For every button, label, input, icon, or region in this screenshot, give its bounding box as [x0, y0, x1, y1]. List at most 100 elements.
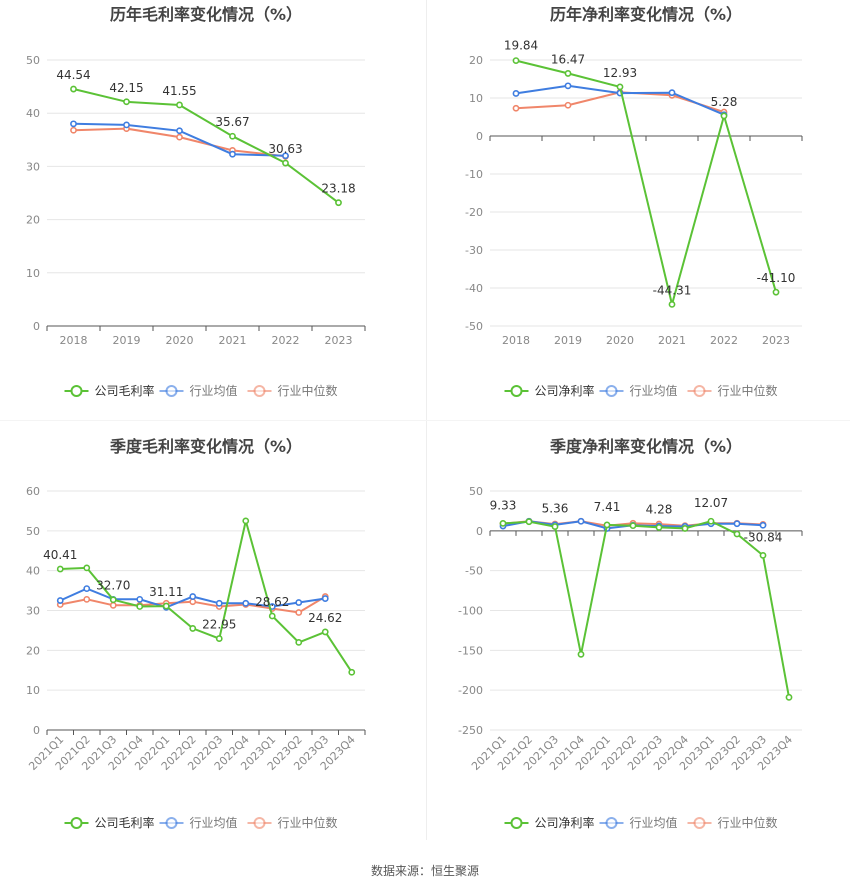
series-line-1	[502, 520, 790, 698]
legend-swatch-marker	[605, 817, 618, 829]
data-label: 5.36	[542, 502, 569, 516]
legend-label: 行业均值	[630, 383, 678, 398]
legend-label: 公司净利率	[535, 383, 595, 398]
data-label: 9.33	[490, 498, 517, 512]
data-label: 41.55	[162, 84, 196, 98]
legend-item-1: 公司毛利率	[64, 383, 155, 398]
legend-swatch-marker	[605, 385, 618, 397]
y-tick-label: 30	[26, 160, 40, 173]
data-point	[123, 121, 130, 129]
legend-label: 公司毛利率	[95, 383, 155, 398]
legend-swatch-marker	[165, 817, 178, 829]
data-label: 19.84	[504, 39, 538, 53]
legend-item-2: 行业均值	[159, 383, 238, 398]
y-tick-label: -200	[458, 684, 483, 697]
data-point	[295, 638, 303, 646]
y-tick-label: -40	[465, 282, 483, 295]
legend-label: 公司毛利率	[95, 815, 155, 830]
y-tick-label: 50	[469, 485, 483, 498]
y-tick-label: 0	[476, 130, 483, 143]
x-tick-label: 2018	[60, 334, 88, 347]
legend-label: 行业均值	[190, 383, 238, 398]
data-point	[551, 523, 559, 530]
data-point	[348, 668, 356, 676]
data-point	[681, 525, 689, 532]
data-label: 5.28	[711, 95, 738, 109]
legend-swatch-marker	[693, 385, 706, 397]
data-point	[162, 602, 170, 610]
data-point	[229, 132, 236, 140]
y-tick-label: 40	[26, 107, 40, 120]
chart-title: 历年毛利率变化情况（%）	[110, 5, 302, 24]
data-point	[136, 595, 144, 603]
legend-label: 行业均值	[630, 815, 678, 830]
data-point	[707, 517, 715, 525]
data-label: 7.41	[594, 500, 621, 514]
chart-panel-4: 季度净利率变化情况（%）-250-200-150-100-500502021Q1…	[458, 437, 803, 830]
legend-item-3: 行业中位数	[687, 815, 778, 830]
data-label: -30.84	[744, 530, 783, 544]
y-tick-label: 10	[26, 267, 40, 280]
x-tick-label: 2023	[762, 334, 790, 347]
data-label: 12.93	[603, 66, 637, 80]
data-label: 44.54	[56, 68, 90, 82]
legend-item-2: 行业均值	[599, 383, 678, 398]
data-point	[577, 650, 585, 658]
y-tick-label: -50	[465, 320, 483, 333]
data-point	[785, 693, 793, 701]
data-source: 数据来源：恒生聚源	[370, 864, 479, 878]
series-line-1	[73, 88, 340, 204]
data-point	[282, 159, 289, 167]
y-tick-label: -100	[458, 605, 483, 618]
legend-swatch-marker	[165, 385, 178, 397]
horizontal-divider	[0, 420, 850, 421]
legend-label: 行业中位数	[718, 815, 778, 830]
y-tick-label: -50	[465, 565, 483, 578]
y-tick-label: 10	[469, 92, 483, 105]
data-point	[176, 133, 183, 141]
x-tick-label: 2021	[658, 334, 686, 347]
y-tick-label: 0	[33, 320, 40, 333]
legend-item-3: 行业中位数	[247, 815, 338, 830]
data-point	[295, 609, 303, 616]
legend-item-1: 公司毛利率	[64, 815, 155, 830]
data-label: 22.95	[202, 618, 236, 632]
data-label: 4.28	[646, 502, 673, 516]
legend-swatch-marker	[70, 817, 83, 829]
legend-label: 行业中位数	[278, 815, 338, 830]
data-point	[499, 520, 507, 527]
data-point	[123, 98, 130, 106]
data-point	[759, 521, 767, 529]
legend-label: 行业均值	[190, 815, 238, 830]
data-point	[83, 564, 91, 572]
y-tick-label: -150	[458, 644, 483, 657]
data-point	[215, 599, 223, 607]
legend-item-2: 行业均值	[159, 815, 238, 830]
data-point	[295, 599, 303, 606]
data-point	[512, 57, 520, 65]
data-point	[56, 565, 64, 573]
chart-panel-3: 季度毛利率变化情况（%）01020304050602021Q12021Q2202…	[26, 437, 366, 830]
x-tick-label: 2020	[606, 334, 634, 347]
data-point	[215, 635, 223, 642]
legend-item-2: 行业均值	[599, 815, 678, 830]
data-point	[321, 595, 329, 602]
legend-swatch-marker	[253, 385, 266, 397]
y-tick-label: 40	[26, 565, 40, 578]
x-tick-label: 2022	[272, 334, 300, 347]
y-tick-label: 10	[26, 684, 40, 697]
y-tick-label: -10	[465, 168, 483, 181]
x-tick-label: 2019	[554, 334, 582, 347]
data-label: 40.41	[43, 548, 77, 562]
legend-label: 行业中位数	[278, 383, 338, 398]
x-tick-label: 2020	[166, 334, 194, 347]
y-tick-label: 20	[26, 644, 40, 657]
y-tick-label: 50	[26, 525, 40, 538]
data-point	[282, 152, 289, 160]
legend-item-3: 行业中位数	[687, 383, 778, 398]
data-label: 28.62	[255, 595, 289, 609]
data-point	[189, 625, 197, 632]
data-point	[56, 597, 64, 604]
data-point	[564, 101, 572, 109]
